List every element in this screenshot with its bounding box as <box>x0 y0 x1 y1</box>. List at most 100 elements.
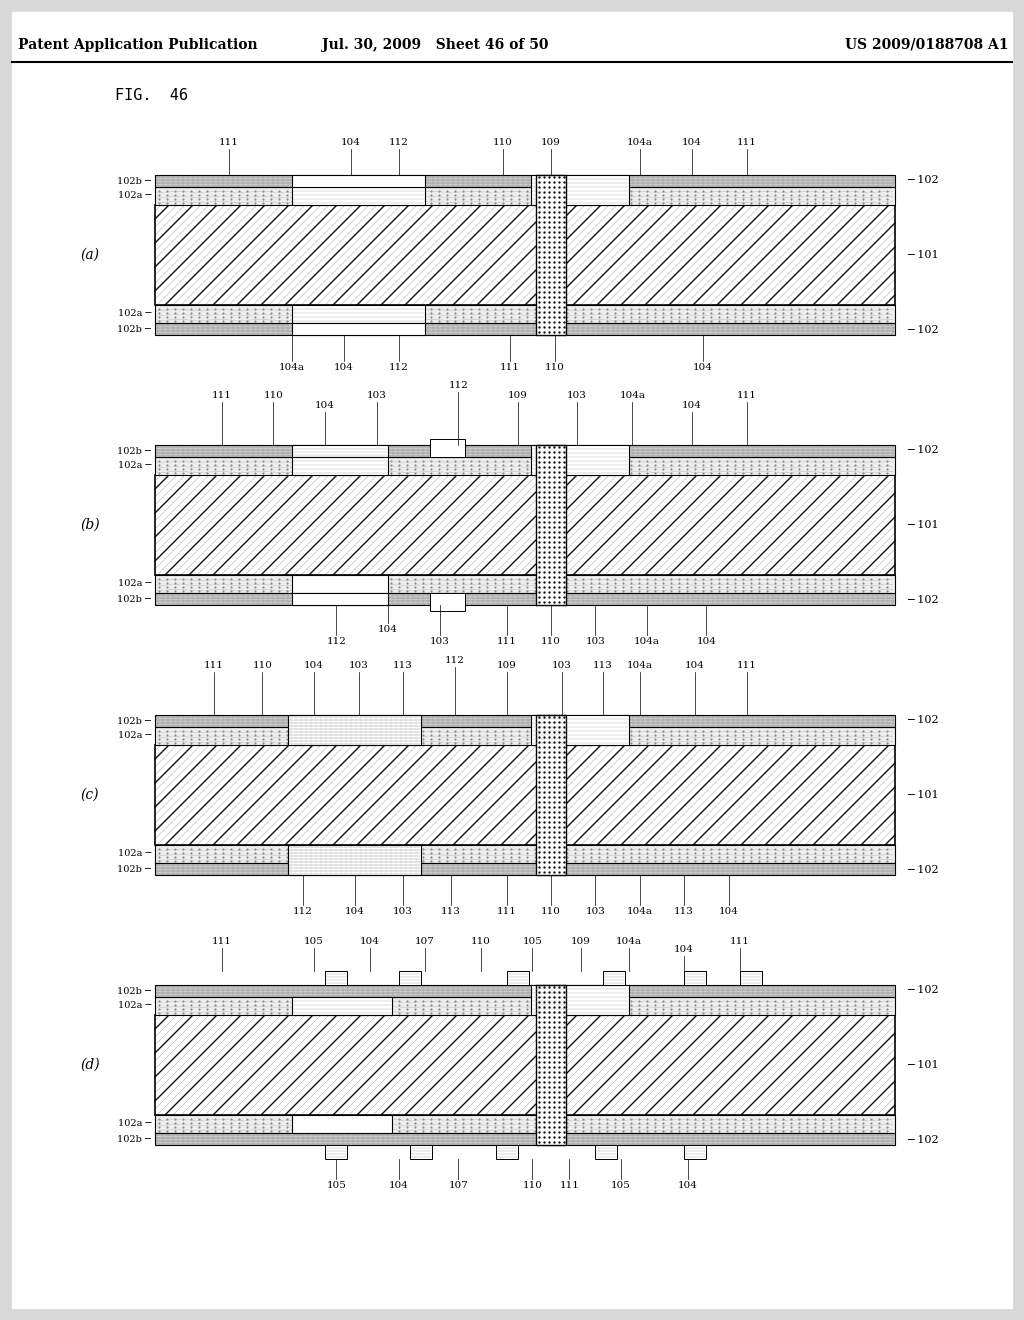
Bar <box>595 1144 617 1159</box>
Text: 102b ─: 102b ─ <box>117 865 151 874</box>
Text: 102a ─: 102a ─ <box>118 1002 151 1011</box>
Bar <box>399 972 421 985</box>
Text: 111: 111 <box>559 1181 580 1191</box>
Text: 110: 110 <box>471 937 490 946</box>
Text: (c): (c) <box>81 788 99 803</box>
Text: 102a ─: 102a ─ <box>118 309 151 318</box>
Text: (a): (a) <box>81 248 99 261</box>
Bar <box>155 323 895 335</box>
Text: 111: 111 <box>737 391 757 400</box>
Text: 103: 103 <box>586 907 605 916</box>
Bar <box>536 715 566 875</box>
Text: 109: 109 <box>541 139 561 147</box>
Text: 105: 105 <box>522 937 543 946</box>
Bar <box>155 205 895 305</box>
Bar <box>292 593 388 605</box>
Text: 111: 111 <box>212 391 231 400</box>
Bar <box>155 445 895 457</box>
Text: 102a ─: 102a ─ <box>118 731 151 741</box>
Text: ─ 101: ─ 101 <box>907 789 939 800</box>
Text: 110: 110 <box>522 1181 543 1191</box>
Bar <box>292 1115 392 1133</box>
Text: 111: 111 <box>501 363 520 372</box>
Text: 104a: 104a <box>634 638 660 645</box>
Text: 110: 110 <box>541 907 561 916</box>
Text: 104: 104 <box>696 638 716 645</box>
Text: ─ 102: ─ 102 <box>907 595 939 605</box>
Text: 104: 104 <box>341 139 361 147</box>
Text: 107: 107 <box>449 1181 468 1191</box>
Text: 111: 111 <box>212 937 231 946</box>
Text: 111: 111 <box>737 661 757 671</box>
Bar <box>155 985 895 997</box>
Bar <box>288 845 422 875</box>
Bar <box>292 997 392 1015</box>
Text: 112: 112 <box>327 638 346 645</box>
Bar <box>603 972 625 985</box>
Text: 107: 107 <box>415 937 435 946</box>
Bar <box>155 475 895 576</box>
Bar <box>430 593 465 611</box>
Text: 104: 104 <box>678 1181 697 1191</box>
Bar <box>684 972 707 985</box>
Text: 103: 103 <box>393 907 413 916</box>
Bar <box>430 440 465 457</box>
Text: ─ 101: ─ 101 <box>907 1060 939 1071</box>
Bar <box>155 187 895 205</box>
Text: 110: 110 <box>493 139 513 147</box>
Text: 103: 103 <box>348 661 369 671</box>
Text: (b): (b) <box>80 517 99 532</box>
Text: ─ 101: ─ 101 <box>907 249 939 260</box>
Bar <box>292 176 425 187</box>
Text: 104a: 104a <box>279 363 305 372</box>
Text: 104a: 104a <box>620 391 645 400</box>
Text: 102b ─: 102b ─ <box>117 177 151 186</box>
Text: 104: 104 <box>378 624 398 634</box>
Text: 102b ─: 102b ─ <box>117 446 151 455</box>
Text: 104a: 104a <box>627 661 652 671</box>
Bar <box>292 305 425 323</box>
Text: 110: 110 <box>263 391 284 400</box>
Bar <box>155 305 895 323</box>
Bar <box>155 1115 895 1133</box>
Text: ─ 102: ─ 102 <box>907 176 939 185</box>
Text: 104: 104 <box>315 401 335 411</box>
Text: 104: 104 <box>304 661 324 671</box>
Text: 112: 112 <box>389 363 410 372</box>
Text: ─ 102: ─ 102 <box>907 985 939 995</box>
Text: 103: 103 <box>367 391 387 400</box>
Text: 104: 104 <box>719 907 738 916</box>
Bar <box>155 997 895 1015</box>
Text: 102a ─: 102a ─ <box>118 850 151 858</box>
Bar <box>292 187 425 205</box>
Text: 109: 109 <box>497 661 516 671</box>
Text: 103: 103 <box>567 391 587 400</box>
Text: ─ 102: ─ 102 <box>907 715 939 725</box>
Bar <box>292 576 388 593</box>
Text: ─ 102: ─ 102 <box>907 865 939 875</box>
Text: 103: 103 <box>552 661 572 671</box>
Text: 105: 105 <box>327 1181 346 1191</box>
Bar <box>292 457 388 475</box>
Bar <box>155 863 895 875</box>
Text: 109: 109 <box>570 937 591 946</box>
Text: 103: 103 <box>586 638 605 645</box>
Text: 105: 105 <box>611 1181 631 1191</box>
Text: ─ 101: ─ 101 <box>907 520 939 531</box>
Text: 113: 113 <box>393 661 413 671</box>
Text: 104: 104 <box>682 139 701 147</box>
Text: 111: 111 <box>730 937 750 946</box>
Bar <box>155 744 895 845</box>
Text: 111: 111 <box>204 661 224 671</box>
Text: (d): (d) <box>80 1059 99 1072</box>
Text: 104a: 104a <box>627 139 652 147</box>
Bar <box>684 1144 707 1159</box>
Text: 112: 112 <box>293 907 313 916</box>
Text: 104: 104 <box>692 363 713 372</box>
Bar <box>155 845 895 863</box>
Bar <box>326 972 347 985</box>
Bar <box>155 457 895 475</box>
Bar <box>155 176 895 187</box>
Text: Jul. 30, 2009   Sheet 46 of 50: Jul. 30, 2009 Sheet 46 of 50 <box>322 38 548 51</box>
Bar <box>155 205 895 305</box>
